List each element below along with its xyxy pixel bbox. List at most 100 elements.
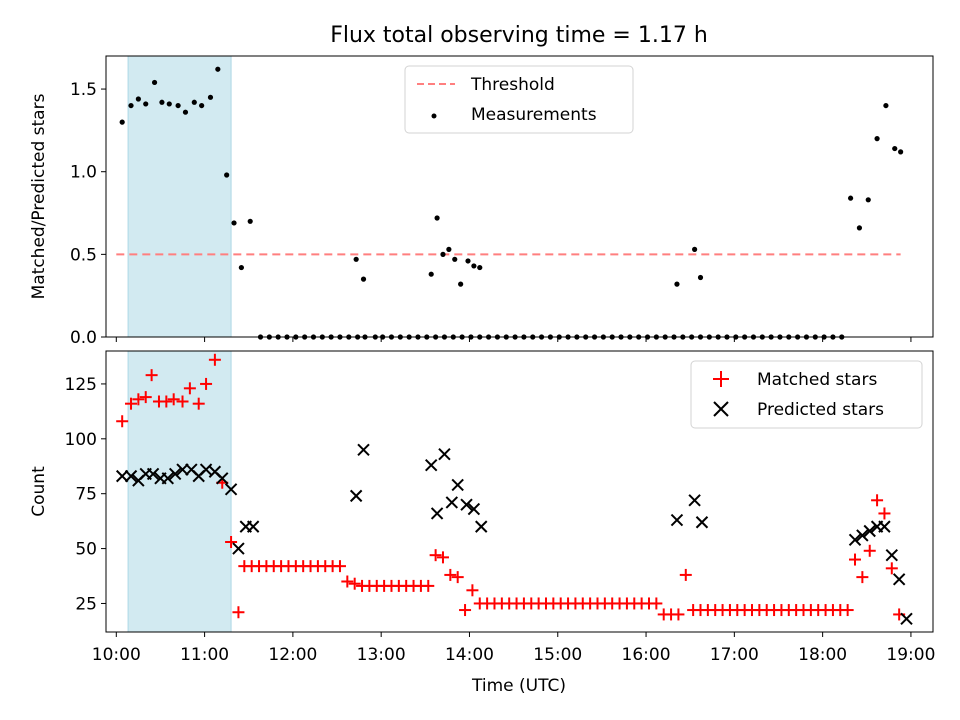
matched-marker [192, 397, 205, 410]
legend-predicted-label: Predicted stars [757, 400, 884, 420]
measurement-point [471, 263, 477, 269]
predicted-marker [224, 483, 238, 496]
measurement-point [865, 197, 871, 203]
ratio-panel: 0.0 0.5 1.0 1.5 Matched/Predicted stars Thr… [29, 55, 934, 348]
measurement-point [215, 66, 221, 72]
matched-marker [145, 369, 158, 382]
matched-marker [176, 395, 189, 408]
matched-marker [208, 353, 221, 366]
measurement-point [353, 256, 359, 262]
predicted-marker [878, 520, 891, 533]
measurement-point [360, 276, 367, 282]
matched-marker [650, 597, 663, 610]
measurement-point [175, 102, 181, 109]
measurement-point [247, 218, 253, 224]
ratio-legend: Threshold Measurements [404, 65, 634, 134]
predicted-marker [216, 472, 229, 485]
predicted-legend-swatch [713, 401, 729, 417]
predicted-marker [349, 489, 363, 503]
matched-marker [871, 494, 884, 507]
matched-marker [341, 575, 354, 588]
measurement-point [434, 215, 440, 221]
matched-marker [436, 551, 449, 564]
measurement-point [428, 271, 434, 277]
predicted-marker [475, 520, 488, 533]
measurement-point [458, 281, 464, 287]
matched-marker [333, 560, 346, 573]
matched-marker [451, 571, 464, 584]
measurement-point [207, 94, 214, 100]
matched-marker [232, 606, 245, 619]
count-legend-box [690, 360, 923, 429]
legend-matched-label: Matched stars [757, 370, 877, 390]
matched-marker [878, 507, 891, 520]
predicted-marker [892, 573, 906, 586]
matched-marker [444, 568, 457, 581]
predicted-marker [246, 520, 260, 533]
count-panel: 25 50 75 100 125 10:00 11:00 12:00 13:00 14:00 15… [29, 350, 935, 696]
y-tick-label: 0.5 [70, 245, 97, 265]
x-tick-label: 12:00 [268, 645, 317, 665]
measurement-point [119, 119, 125, 125]
predicted-marker [438, 447, 451, 461]
matched-marker [672, 608, 685, 621]
matched-marker [348, 577, 361, 590]
ratio-legend-box [404, 65, 634, 134]
matched-marker [139, 391, 152, 404]
matched-marker [125, 397, 138, 410]
matched-marker [116, 415, 129, 428]
matched-marker [200, 377, 213, 390]
predicted-marker [168, 467, 182, 481]
measurement-point [674, 281, 680, 287]
legend-threshold-label: Threshold [470, 75, 555, 95]
x-axis-label: Time (UTC) [471, 676, 566, 696]
predicted-marker [460, 498, 473, 511]
measurement-point [135, 96, 141, 102]
y-tick-label: 0.0 [70, 328, 97, 348]
measurement-point [452, 256, 458, 262]
measurement-point [874, 136, 880, 142]
y-tick-label: 50 [75, 540, 97, 560]
highlight-span [127, 350, 232, 633]
matched-marker [466, 584, 479, 597]
ratio-y-axis-label: Matched/Predicted stars [29, 93, 49, 299]
measurement-point [856, 225, 863, 231]
x-tick-label: 15:00 [533, 645, 582, 665]
predicted-marker [467, 502, 481, 516]
x-tick-label: 19:00 [886, 645, 935, 665]
matched-marker [183, 382, 196, 395]
measurement-point [883, 102, 889, 109]
matched-marker [422, 579, 435, 592]
measurement-point [231, 220, 237, 226]
measurement-point [892, 145, 898, 152]
count-axes-frame [105, 350, 934, 633]
y-tick-label: 75 [75, 485, 97, 505]
predicted-marker [670, 513, 684, 527]
measurement-point [465, 258, 471, 264]
predicted-marker [885, 548, 899, 562]
predicted-marker [146, 467, 160, 481]
predicted-marker [199, 463, 213, 476]
matched-marker [863, 544, 876, 557]
x-tick-label: 16:00 [622, 645, 671, 665]
predicted-marker [161, 472, 175, 485]
predicted-marker [357, 443, 370, 456]
x-tick-label: 13:00 [357, 645, 406, 665]
count-y-axis-label: Count [29, 466, 49, 517]
measurement-point [440, 251, 446, 257]
highlight-span [127, 55, 232, 338]
measurement-point [697, 274, 704, 281]
y-tick-label: 125 [65, 375, 97, 395]
measurement-point [182, 109, 189, 115]
measurement-point [847, 195, 854, 201]
legend-measurements-label: Measurements [471, 105, 597, 125]
matched-marker [885, 562, 898, 575]
measurement-point [477, 264, 483, 271]
predicted-marker [176, 463, 189, 476]
y-tick-label: 100 [65, 430, 97, 450]
matched-marker [429, 549, 442, 562]
measurement-point [199, 102, 205, 109]
measurement-point [151, 79, 158, 86]
x-tick-label: 17:00 [710, 645, 759, 665]
